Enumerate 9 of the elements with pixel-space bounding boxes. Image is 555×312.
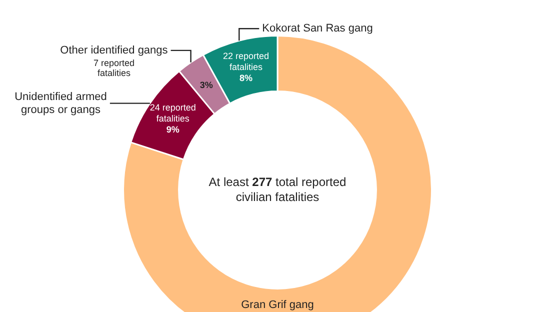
data-label: 3% bbox=[200, 80, 213, 90]
text: 7 reported fatalities bbox=[93, 58, 134, 78]
text: At least 277 total reported civilian fatalities bbox=[208, 174, 346, 204]
slice-label: Unidentified armed groups or gangs bbox=[14, 90, 107, 116]
data-label: 24 reported fatalities 9% bbox=[150, 102, 196, 134]
data-label: 22 reported fatalities 8% bbox=[223, 50, 270, 83]
slice-label: Gran Grif gang bbox=[241, 298, 314, 311]
slice-label: Kokorat San Ras gang bbox=[262, 22, 373, 35]
slice-label: Other identified gangs bbox=[60, 44, 168, 56]
